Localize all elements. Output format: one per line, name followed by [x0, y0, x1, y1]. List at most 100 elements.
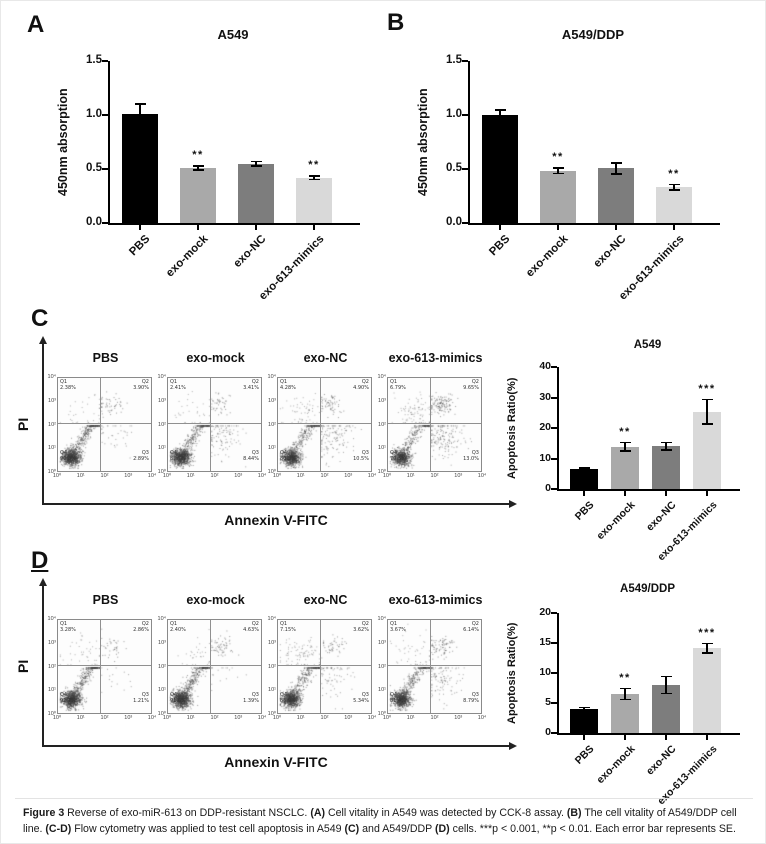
- y-tick: [551, 396, 557, 399]
- error-bar-cap-bottom: [660, 449, 672, 451]
- quadrant-label-q2: Q2 4.63%: [243, 621, 259, 634]
- caption-segment: The cell vitality of A549/DDP cell line.: [23, 807, 737, 835]
- flow-plot-title: exo-NC: [303, 593, 348, 607]
- tick-label: 10¹: [378, 445, 386, 452]
- quadrant-label-q2: Q2 3.41%: [243, 379, 259, 392]
- y-tick-label: 30: [539, 390, 551, 403]
- quadrant-label-q1: Q1 2.41%: [170, 379, 186, 392]
- quadrant-vline: [320, 620, 321, 713]
- y-axis-ticks: 10⁰ 10¹ 10² 10³ 10⁴: [373, 374, 386, 475]
- y-tick-label: 0.5: [86, 162, 102, 174]
- tick-label: 10⁰: [47, 711, 56, 717]
- tick-label: 10⁰: [382, 473, 392, 479]
- flow-y-axis-label: PI: [15, 659, 31, 673]
- error-bar-cap-bottom: [250, 165, 262, 167]
- flow-plot-area: Q1 4.28% Q2 4.90% Q3 10.5% Q4 80.3%: [277, 377, 372, 472]
- tick-label: 10⁰: [162, 473, 172, 479]
- y-tick: [551, 672, 557, 674]
- annexin-axis-line: [42, 500, 517, 508]
- tick-label: 10⁴: [157, 616, 166, 622]
- tick-label: 10⁴: [157, 374, 166, 380]
- error-bar-cap-bottom: [552, 172, 564, 175]
- x-axis-ticks: 10⁰ 10¹ 10² 10³ 10⁴: [163, 473, 266, 482]
- y-tick: [551, 366, 557, 368]
- significance-stars: ***: [698, 626, 716, 639]
- tick-label: 10¹: [186, 715, 195, 721]
- quadrant-label-q4: Q4 80.3%: [280, 449, 296, 462]
- x-tick: [706, 491, 708, 496]
- quadrant-label-q4: Q4 81.4%: [390, 691, 406, 704]
- tick-label: 10³: [344, 715, 353, 721]
- error-bar-cap-bottom: [619, 450, 631, 452]
- tick-label: 10⁴: [257, 715, 267, 721]
- caption-segment: (C-D): [45, 822, 72, 835]
- tick-label: 10³: [378, 397, 386, 404]
- quadrant-label-q1: Q1 4.28%: [280, 379, 296, 392]
- x-category-label: exo-NC: [644, 499, 679, 534]
- error-bar: [139, 104, 141, 124]
- plot-axes: [557, 367, 740, 491]
- axis-arrow-right-icon: [509, 742, 517, 750]
- tick-label: 10⁴: [367, 473, 377, 479]
- bar: [180, 167, 216, 223]
- flow-x-axis-label: Annexin V-FITC: [224, 754, 328, 770]
- flow-plot-title: exo-NC: [303, 351, 348, 365]
- tick-label: 10⁴: [47, 374, 56, 380]
- tick-label: 10¹: [48, 445, 56, 452]
- error-bar: [615, 163, 617, 174]
- error-bar-cap-top: [134, 103, 146, 105]
- error-bar: [313, 176, 315, 180]
- y-tick: [551, 612, 557, 614]
- tick-label: 10²: [210, 473, 219, 479]
- x-axis-ticks: 10⁰ 10¹ 10² 10³ 10⁴: [53, 473, 156, 482]
- error-bar: [673, 184, 675, 191]
- error-bar-cap-top: [578, 706, 590, 709]
- error-bar-cap-bottom: [578, 709, 590, 712]
- error-bar: [706, 643, 708, 654]
- caption-segment: and A549/DDP: [359, 822, 435, 835]
- caption-segment: cells. ***p < 0.001, **p < 0.01. Each er…: [449, 822, 736, 835]
- quadrant-label-q3: Q3 1.21%: [133, 691, 149, 704]
- y-tick: [462, 168, 468, 170]
- flow-plot-area: Q1 3.67% Q2 6.14% Q3 8.79% Q4 81.4%: [387, 619, 482, 714]
- quadrant-hline: [58, 665, 151, 666]
- bar: [570, 709, 598, 733]
- panel-letter-c: C: [31, 305, 49, 332]
- y-tick-label: 0: [545, 726, 551, 738]
- quadrant-label-q4: Q4 83.9%: [280, 691, 296, 704]
- quadrant-hline: [58, 423, 151, 424]
- y-tick-label: 1.5: [86, 54, 102, 66]
- x-axis-ticks: 10⁰ 10¹ 10² 10³ 10⁴: [383, 715, 486, 724]
- panel-letter-a: A: [27, 11, 45, 38]
- scatter-dots: [58, 378, 151, 471]
- tick-label: 10³: [48, 639, 56, 646]
- tick-label: 10³: [344, 473, 353, 479]
- quadrant-hline: [168, 665, 261, 666]
- x-axis-ticks: 10⁰ 10¹ 10² 10³ 10⁴: [53, 715, 156, 724]
- pi-axis-line: [39, 336, 47, 503]
- chart-title: A549/DDP: [620, 583, 675, 595]
- quadrant-label-q1: Q1 3.28%: [60, 621, 76, 634]
- flow-plot-area: Q1 2.40% Q2 4.63% Q3 1.39% Q4 91.6%: [167, 619, 262, 714]
- x-axis-ticks: 10⁰ 10¹ 10² 10³ 10⁴: [383, 473, 486, 482]
- quadrant-label-q1: Q1 7.15%: [280, 621, 296, 634]
- scatter-dots: [388, 378, 481, 471]
- bar: [656, 187, 692, 223]
- error-bar: [665, 442, 667, 450]
- error-bar-cap-bottom: [192, 169, 204, 171]
- tick-label: 10³: [454, 715, 463, 721]
- y-tick-label: 10: [539, 666, 551, 678]
- caption-segment: Reverse of exo-miR-613 on DDP-resistant …: [67, 807, 311, 819]
- tick-label: 10²: [430, 715, 439, 721]
- pi-axis-line: [39, 578, 47, 745]
- bar: [570, 469, 598, 489]
- scatter-dots: [278, 620, 371, 713]
- error-bar: [624, 442, 626, 452]
- tick-label: 10¹: [76, 715, 85, 721]
- error-bar: [706, 399, 708, 425]
- flow-plot-area: Q1 2.41% Q2 3.41% Q3 8.44% Q4 85.7%: [167, 377, 262, 472]
- quadrant-label-q3: Q3 2.89%: [133, 449, 149, 462]
- caption-segment: (B): [566, 807, 582, 819]
- tick-label: 10⁰: [267, 469, 276, 475]
